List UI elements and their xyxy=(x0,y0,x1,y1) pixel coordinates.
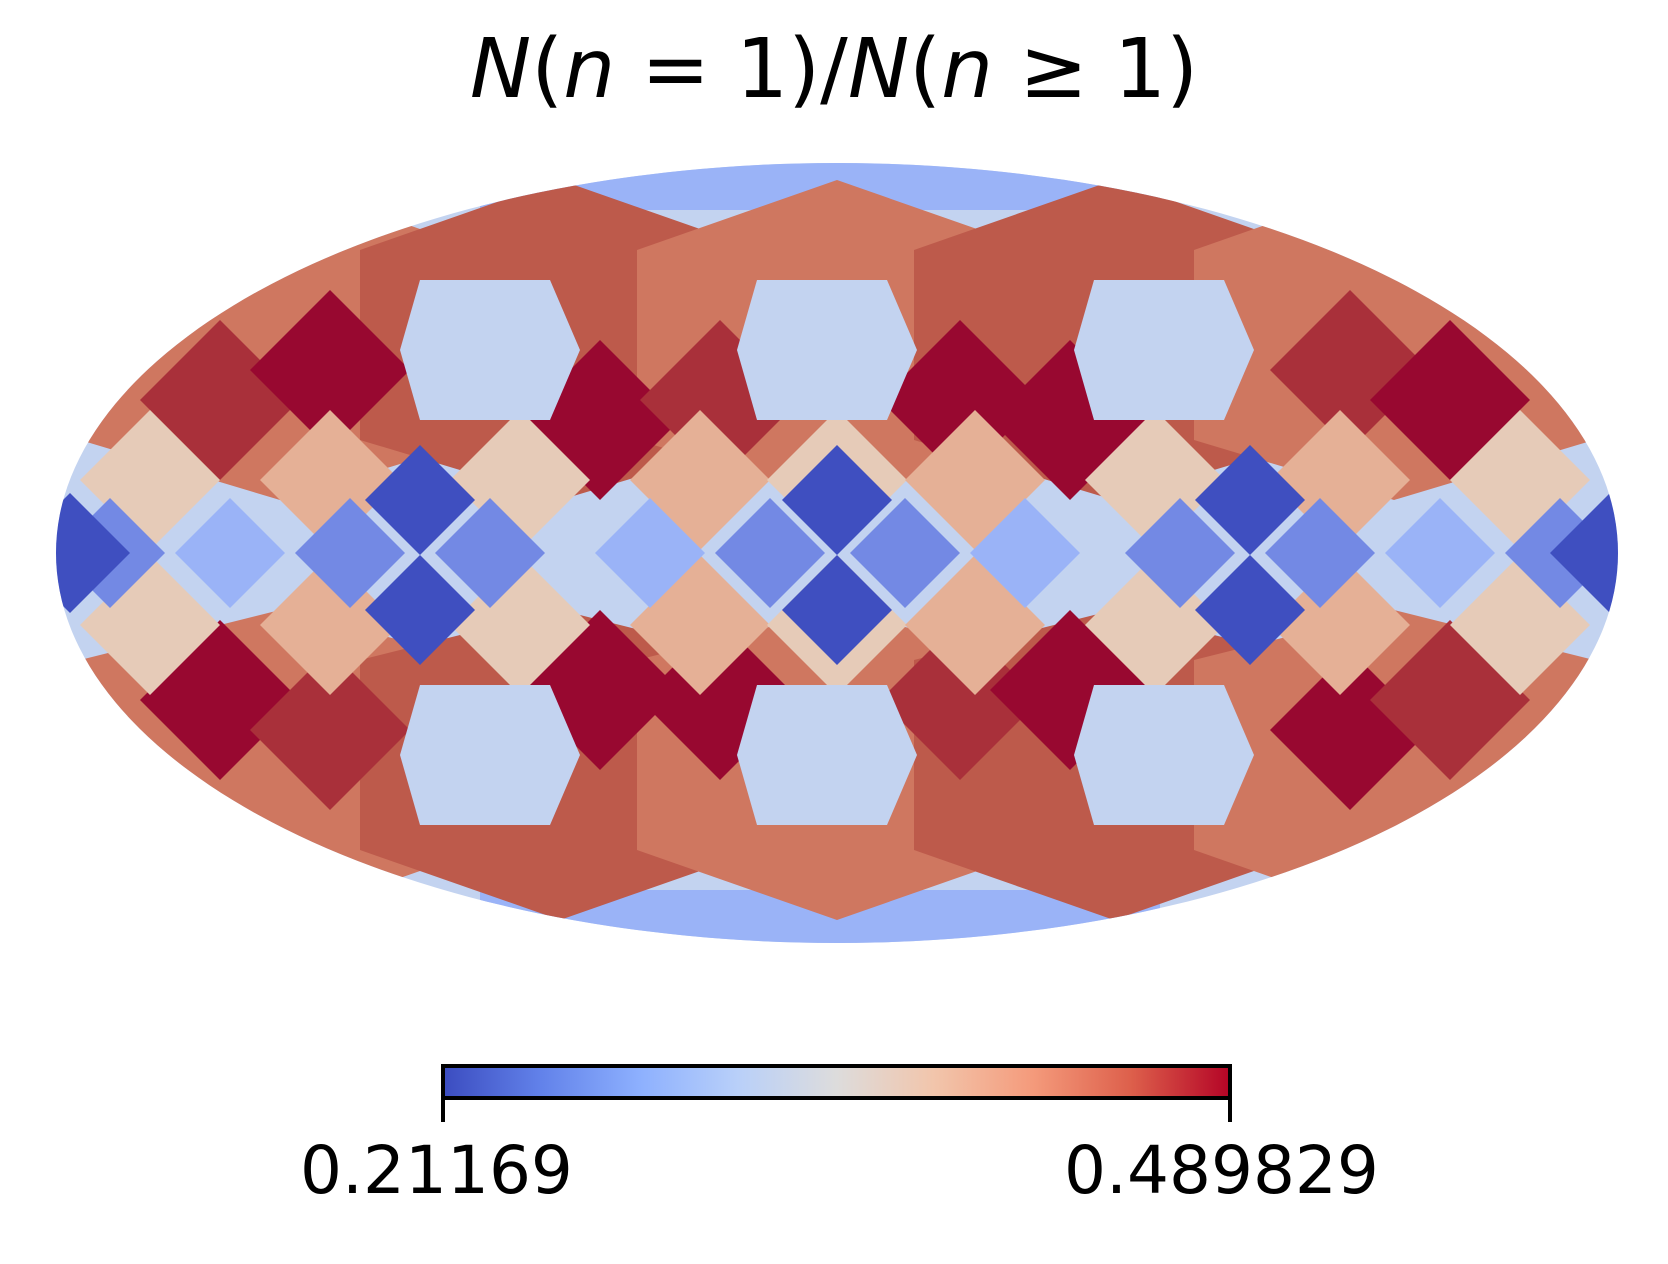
blue-tile xyxy=(1385,498,1495,608)
colorbar-gradient xyxy=(443,1066,1230,1098)
chart-title: N(n = 1)/N(n ≥ 1) xyxy=(469,22,1199,117)
blue-tile xyxy=(175,498,285,608)
blue-tile xyxy=(1125,498,1235,608)
pale-blue-tile xyxy=(1074,280,1254,420)
blue-tile xyxy=(56,493,130,613)
blue-tile xyxy=(595,498,705,608)
blue-tile xyxy=(435,498,545,608)
blue-tile xyxy=(295,498,405,608)
blue-tile xyxy=(715,498,825,608)
pale-blue-tile xyxy=(737,280,917,420)
blue-tile xyxy=(970,498,1080,608)
colorbar xyxy=(441,1064,1232,1122)
pale-blue-tile xyxy=(400,280,580,420)
pale-blue-tile xyxy=(1074,685,1254,825)
blue-tile xyxy=(1265,498,1375,608)
colorbar-min-label: 0.21169 xyxy=(300,1132,573,1209)
red-tile xyxy=(250,650,410,810)
blue-tile xyxy=(850,498,960,608)
healpix-map-tiles xyxy=(56,163,1618,943)
red-tile xyxy=(250,290,410,450)
blue-tile xyxy=(782,445,892,555)
pale-blue-tile xyxy=(400,685,580,825)
blue-tile xyxy=(1195,555,1305,665)
blue-tile xyxy=(365,555,475,665)
blue-tile xyxy=(365,445,475,555)
colorbar-frame xyxy=(441,1064,1232,1100)
blue-tile xyxy=(782,555,892,665)
colorbar-max-label: 0.489829 xyxy=(1064,1132,1379,1209)
blue-tile xyxy=(1195,445,1305,555)
pale-blue-tile xyxy=(737,685,917,825)
blue-tile xyxy=(1550,493,1618,613)
